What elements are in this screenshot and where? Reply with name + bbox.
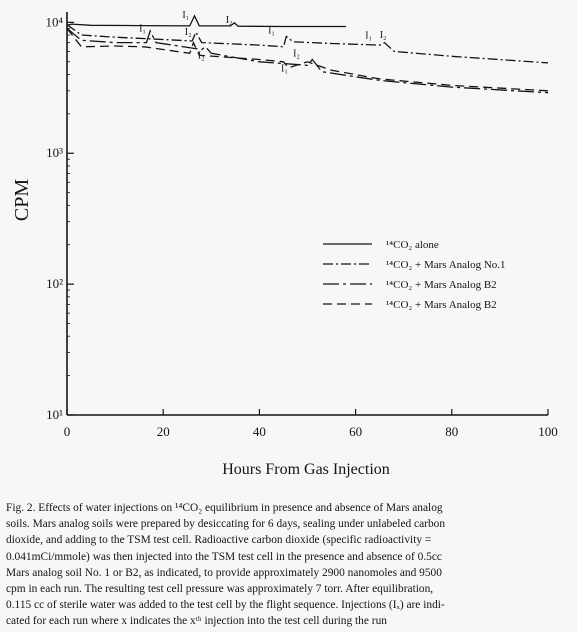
x-tick-label: 20 bbox=[157, 424, 170, 439]
caption-line: cated for each run where x indicates the… bbox=[6, 613, 572, 629]
injection-label: I₂ bbox=[293, 48, 300, 59]
series-line-1 bbox=[67, 16, 346, 27]
injection-label: I₂ bbox=[380, 30, 387, 41]
legend-label: ¹⁴CO₂ + Mars Analog B2 bbox=[386, 299, 497, 311]
caption-line: 0.041mCi/mmole) was then injected into t… bbox=[6, 549, 572, 565]
injection-annotations: I₁ I₂ I₁ I₂ I₁ I₁ I₂ I₂ I₁ I₂ bbox=[139, 10, 386, 75]
figure-caption: Fig. 2. Effects of water injections on ¹… bbox=[6, 500, 572, 630]
x-tick-label: 100 bbox=[538, 424, 558, 439]
injection-label: I₁ bbox=[268, 26, 275, 37]
legend: ¹⁴CO₂ alone ¹⁴CO₂ + Mars Analog No.1 ¹⁴CO₂… bbox=[323, 239, 506, 311]
legend-label: ¹⁴CO₂ + Mars Analog B2 bbox=[386, 279, 497, 291]
injection-label: I₁ bbox=[365, 31, 372, 42]
legend-label: ¹⁴CO₂ alone bbox=[386, 239, 439, 251]
injection-label: I₁ bbox=[139, 24, 146, 35]
legend-label: ¹⁴CO₂ + Mars Analog No.1 bbox=[386, 259, 506, 271]
caption-line: Mars analog soil No. 1 or B2, as indicat… bbox=[6, 565, 572, 581]
y-tick-label: 10⁴ bbox=[45, 14, 63, 29]
y-axis-label: CPM bbox=[11, 179, 33, 221]
caption-line: cpm in each run. The resulting test cell… bbox=[6, 581, 572, 597]
y-tick-label: 10² bbox=[46, 276, 63, 291]
x-tick-label: 80 bbox=[445, 424, 458, 439]
caption-line: 0.115 cc of sterile water was added to t… bbox=[6, 597, 572, 613]
y-tick-label: 10¹ bbox=[46, 407, 63, 422]
x-tick-label: 60 bbox=[349, 424, 362, 439]
y-tick-label: 10³ bbox=[46, 145, 63, 160]
injection-label: I₂ bbox=[185, 27, 192, 38]
injection-label: I₁ bbox=[182, 10, 189, 21]
x-axis-label: Hours From Gas Injection bbox=[222, 461, 390, 478]
injection-label: I₂ bbox=[198, 50, 205, 61]
x-tick-label: 40 bbox=[253, 424, 266, 439]
caption-line: dioxide, and adding to the TSM test cell… bbox=[6, 532, 572, 548]
x-tick-label: 0 bbox=[64, 424, 71, 439]
injection-label: I₂ bbox=[226, 15, 233, 26]
injection-label: I₁ bbox=[281, 64, 288, 75]
caption-line: soils. Mars analog soils were prepared b… bbox=[6, 516, 572, 532]
caption-line: Fig. 2. Effects of water injections on ¹… bbox=[6, 500, 572, 516]
axes: 0 20 40 60 80 100 10¹ 10² 10³ 10⁴ bbox=[45, 12, 557, 439]
